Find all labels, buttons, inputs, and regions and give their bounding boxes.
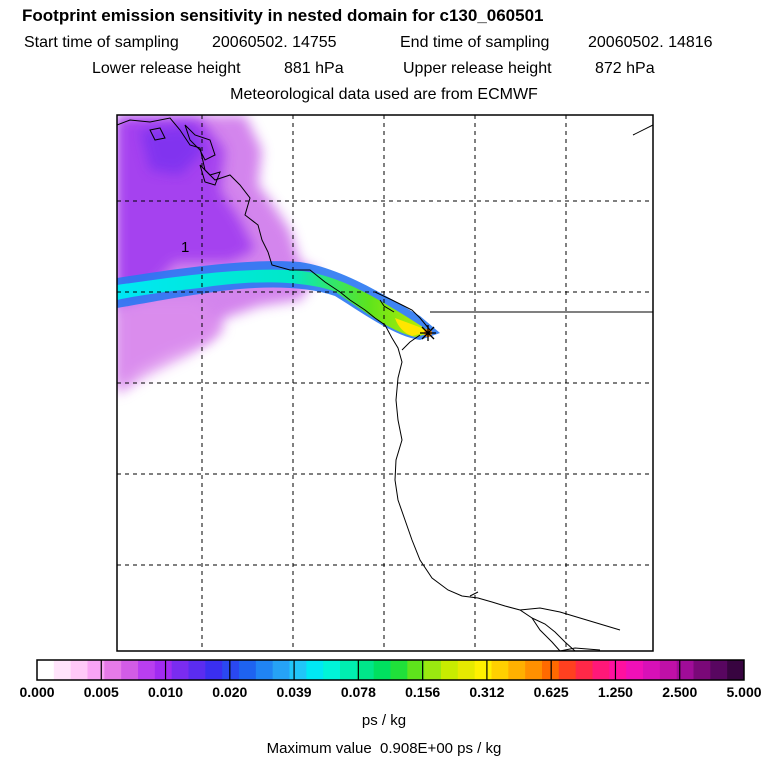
colorbar-segment	[558, 660, 577, 680]
receptor-star-icon	[420, 325, 436, 341]
colorbar-segment	[222, 660, 240, 680]
colorbar-segment	[205, 660, 223, 680]
coastline	[116, 117, 654, 652]
lower-height-value: 881 hPa	[284, 60, 344, 77]
colorbar-segment	[306, 660, 324, 680]
colorbar-segment	[626, 660, 644, 680]
colorbar-segment	[188, 660, 206, 680]
end-time-value: 20060502. 14816	[588, 34, 713, 51]
colorbar-segment	[609, 660, 627, 680]
max-label: Maximum value	[266, 740, 372, 757]
colorbar-segment	[575, 660, 593, 680]
map-frame	[116, 114, 654, 652]
colorbar-segment	[693, 660, 711, 680]
colorbar-segment	[272, 660, 290, 680]
colorbar-segment	[37, 660, 55, 680]
lower-height-label: Lower release height	[92, 60, 241, 77]
upper-height-value: 872 hPa	[595, 60, 655, 77]
colorbar-segment	[710, 660, 728, 680]
colorbar-segment	[676, 660, 694, 680]
colorbar-tick-label: 0.010	[148, 684, 184, 700]
met-data-note: Meteorological data used are from ECMWF	[230, 86, 538, 103]
colorbar-segment	[255, 660, 274, 680]
start-time-value: 20060502. 14755	[212, 34, 337, 51]
sensitivity-field	[117, 115, 440, 395]
colorbar-tick-label: 0.156	[405, 684, 441, 700]
colorbar-segment	[323, 660, 341, 680]
colorbar-segment	[508, 660, 526, 680]
colorbar-tick-label: 0.000	[19, 684, 55, 700]
colorbar-tick-label: 0.039	[276, 684, 312, 700]
colorbar-segment	[407, 660, 425, 680]
colorbar-tick-label: 5.000	[726, 684, 762, 700]
colorbar-tick-label: 0.005	[83, 684, 119, 700]
colorbar-segment	[340, 660, 358, 680]
colorbar-unit: ps / kg	[361, 712, 407, 729]
colorbar-segment	[457, 660, 476, 680]
colorbar-segment	[727, 660, 745, 680]
colorbar-segment	[356, 660, 375, 680]
colorbar-segment	[154, 660, 173, 680]
colorbar-segment	[239, 660, 257, 680]
colorbar-segment	[289, 660, 307, 680]
colorbar-segment	[491, 660, 509, 680]
colorbar-tick-label: 0.312	[469, 684, 505, 700]
plot-title: Footprint emission sensitivity in nested…	[22, 6, 544, 25]
contour-label: 1	[181, 239, 189, 256]
max-value: 0.908E+00 ps / kg	[380, 740, 502, 757]
colorbar-segment	[53, 660, 72, 680]
plume-core	[117, 269, 432, 337]
graticule	[117, 115, 653, 651]
maximum-value: Maximum value 0.908E+00 ps / kg	[0, 740, 768, 757]
end-time-label: End time of sampling	[400, 34, 550, 51]
colorbar-segment	[525, 660, 543, 680]
colorbar-segment	[659, 660, 678, 680]
colorbar-frame	[36, 659, 745, 681]
colorbar-segment	[373, 660, 391, 680]
plume-hotspot	[395, 318, 430, 336]
colorbar-segment	[424, 660, 442, 680]
colorbar-tick-label: 0.020	[212, 684, 248, 700]
colorbar-tick-label: 0.078	[340, 684, 376, 700]
colorbar-tick-label: 1.250	[597, 684, 633, 700]
colorbar-segment	[592, 660, 610, 680]
lower-diffuse-region	[117, 300, 225, 395]
start-time-label: Start time of sampling	[24, 34, 179, 51]
colorbar	[37, 660, 745, 680]
colorbar-segment	[138, 660, 156, 680]
upper-height-label: Upper release height	[403, 60, 552, 77]
colorbar-segment	[474, 660, 492, 680]
colorbar-segment	[104, 660, 122, 680]
colorbar-segment	[390, 660, 408, 680]
colorbar-segment	[87, 660, 105, 680]
colorbar-tick-label: 0.625	[533, 684, 569, 700]
colorbar-segment	[121, 660, 139, 680]
colorbar-segment	[171, 660, 189, 680]
colorbar-segment	[70, 660, 88, 680]
colorbar-segment	[643, 660, 661, 680]
colorbar-tick-label: 2.500	[662, 684, 698, 700]
colorbar-segment	[441, 660, 459, 680]
